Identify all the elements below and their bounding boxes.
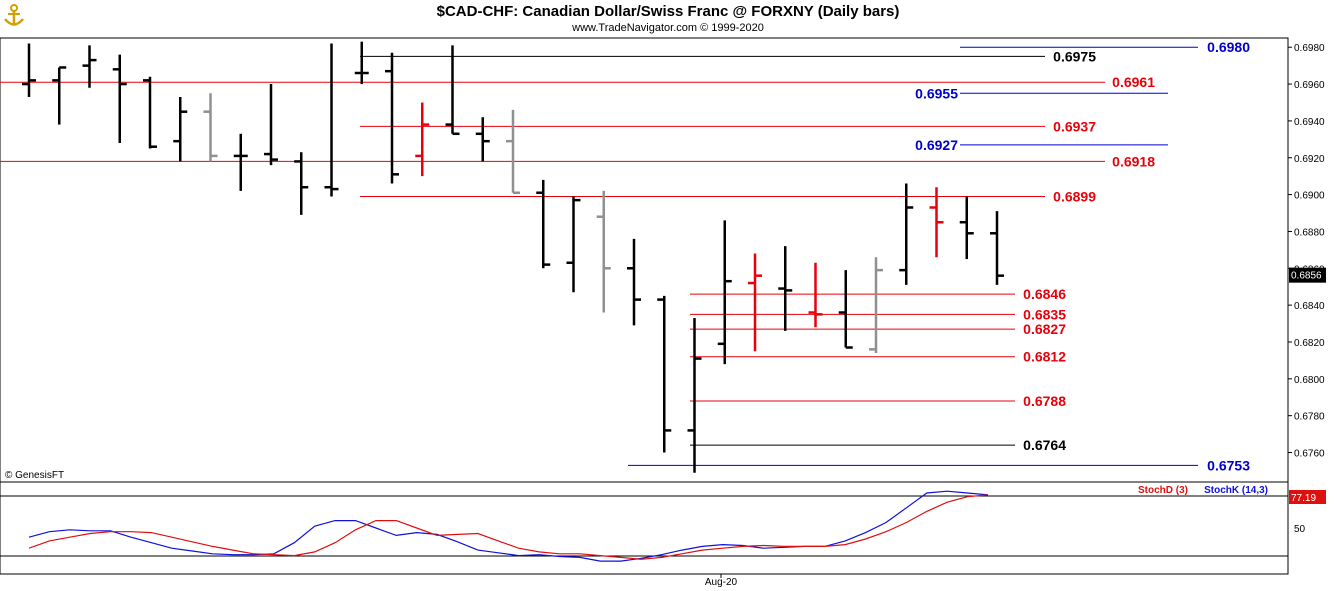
level-label: 0.6961 — [1112, 74, 1155, 90]
legend-stochK: StochK (14,3) — [1204, 485, 1268, 496]
y-axis-tick-label: 0.6820 — [1294, 338, 1325, 349]
ohlc-bar — [112, 54, 127, 144]
price-level-lines: 0.6980 0.6975 0.6961 0.6955 0.6937 0.6927 0.69… — [0, 39, 1250, 473]
level-label: 0.6846 — [1023, 286, 1066, 302]
level-label: 0.6955 — [915, 85, 958, 101]
ohlc-bar — [869, 257, 883, 354]
level-label: 0.6812 — [1023, 349, 1066, 365]
level-label: 0.6835 — [1023, 306, 1066, 322]
ohlc-bar — [475, 117, 490, 162]
x-axis-tick-label: Aug-20 — [705, 577, 738, 588]
ohlc-bar — [566, 196, 581, 293]
ohlc-bar — [808, 262, 823, 328]
price-panel — [0, 37, 1289, 483]
ohlc-bar — [445, 45, 460, 136]
ohlc-bar — [627, 238, 641, 326]
y-axis-tick-label: 0.6960 — [1294, 80, 1325, 91]
chart-header: $CAD-CHF: Canadian Dollar/Swiss Franc @ … — [0, 0, 1336, 38]
level-label: 0.6975 — [1053, 48, 1096, 64]
y-axis-tick-label: 0.6840 — [1294, 301, 1325, 312]
y-axis-tick-label: 0.6940 — [1294, 117, 1325, 128]
anchor-icon — [4, 4, 24, 26]
chart-subtitle: www.TradeNavigator.com © 1999-2020 — [572, 22, 764, 34]
last-price-label: 0.6856 — [1291, 271, 1322, 282]
ohlc-bar — [748, 253, 762, 352]
stochastic-last-badge — [1289, 490, 1326, 504]
y-axis-tick-label: 0.6900 — [1294, 191, 1325, 202]
ohlc-bar — [778, 246, 793, 331]
price-axis: 0.6980 0.6960 0.6940 0.6920 0.6900 0.6880 0.68… — [1288, 43, 1326, 460]
level-label: 0.6899 — [1053, 188, 1096, 204]
level-label: 0.6937 — [1053, 118, 1096, 134]
ohlc-bar — [143, 76, 157, 149]
level-label: 0.6753 — [1207, 457, 1250, 473]
level-label: 0.6927 — [915, 137, 958, 153]
copyright-label: © GenesisFT — [5, 470, 64, 481]
ohlc-bar — [899, 183, 914, 285]
ohlc-bar — [838, 270, 853, 349]
legend-stochD: StochD (3) — [1138, 485, 1188, 496]
ohlc-bar — [294, 152, 309, 215]
last-price-badge — [1289, 267, 1326, 283]
ohlc-bar — [990, 211, 1004, 285]
ohlc-bar — [264, 84, 278, 166]
ohlc-bar — [324, 43, 339, 197]
stochastic-axis: 50 77.19 — [1289, 490, 1326, 535]
y-axis-tick-label: 0.6760 — [1294, 449, 1325, 460]
ohlc-bar — [929, 187, 944, 258]
stochastic-last-label: 77.19 — [1291, 493, 1316, 504]
stochastic-series-line — [28, 490, 989, 562]
level-label: 0.6980 — [1207, 39, 1250, 55]
ohlc-bar — [687, 318, 702, 473]
y-axis-tick-label: 0.6980 — [1294, 43, 1325, 54]
ohlc-bar — [82, 45, 97, 88]
y-axis-tick-label: 0.6800 — [1294, 375, 1325, 386]
stochastic-series-line — [28, 494, 989, 560]
chart-title: $CAD-CHF: Canadian Dollar/Swiss Franc @ … — [436, 3, 900, 20]
y-axis-tick-label: 0.6920 — [1294, 154, 1325, 165]
stochastic-tick-label: 50 — [1294, 524, 1306, 535]
ohlc-bar — [354, 41, 369, 85]
ohlc-bar — [536, 179, 551, 269]
stochastic-legend: StochD (3) StochK (14,3) — [1138, 485, 1268, 496]
ohlc-bar — [657, 295, 672, 453]
ohlc-bar — [52, 66, 67, 125]
ohlc-bar — [596, 190, 611, 313]
level-label: 0.6827 — [1023, 321, 1066, 337]
ohlc-bar — [173, 96, 188, 162]
y-axis-tick-label: 0.6880 — [1294, 227, 1325, 238]
ohlc-bar — [506, 109, 520, 195]
level-label: 0.6918 — [1112, 153, 1155, 169]
ohlc-bar — [959, 196, 974, 260]
ohlc-bar — [203, 93, 218, 162]
ohlc-bar — [22, 43, 36, 97]
ohlc-bars — [22, 41, 1004, 473]
level-label: 0.6788 — [1023, 393, 1066, 409]
ohlc-bar — [415, 102, 430, 177]
level-label: 0.6764 — [1023, 437, 1066, 453]
ohlc-bar — [233, 133, 248, 191]
ohlc-bar — [385, 52, 399, 184]
ohlc-bar — [717, 220, 732, 365]
stochastic-lines — [28, 490, 989, 562]
y-axis-tick-label: 0.6780 — [1294, 412, 1325, 423]
